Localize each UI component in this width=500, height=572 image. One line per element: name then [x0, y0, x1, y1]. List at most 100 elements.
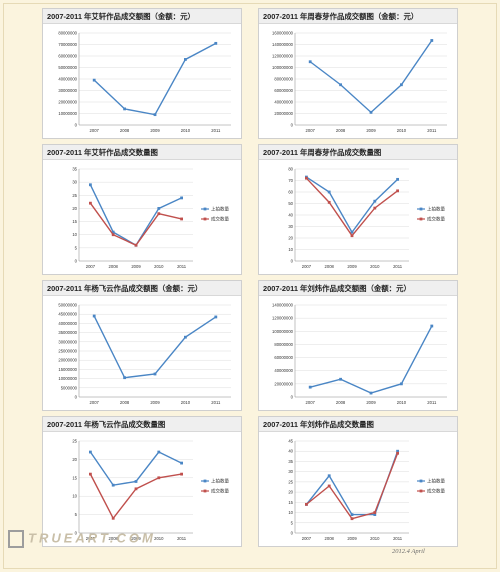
x-tick-label: 2011 [211, 400, 221, 405]
y-tick-label: 15 [72, 475, 77, 480]
series-line [305, 453, 399, 520]
y-tick-label: 140000000 [272, 303, 294, 308]
x-tick-label: 2009 [347, 536, 357, 541]
data-point [327, 190, 331, 194]
x-tick-label: 2007 [306, 400, 316, 405]
y-tick-label: 30 [288, 224, 293, 229]
y-tick-label: 0 [291, 395, 294, 400]
legend-marker [203, 489, 207, 493]
y-tick-label: 100000000 [272, 329, 294, 334]
data-point [89, 472, 92, 476]
y-tick-label: 5 [75, 245, 78, 250]
x-tick-label: 2008 [336, 400, 346, 405]
chart-title: 2007-2011 年周春芽作品成交数量图 [259, 145, 457, 160]
y-tick-label: 50000000 [58, 303, 77, 308]
y-tick-label: 20000000 [58, 100, 77, 105]
y-tick-label: 5 [291, 520, 294, 525]
y-tick-label: 25 [72, 439, 77, 444]
y-tick-label: 40000000 [58, 321, 77, 326]
data-point [157, 207, 161, 210]
y-tick-label: 10 [288, 510, 293, 515]
data-point [180, 196, 183, 200]
chart-title: 2007-2011 年艾轩作品成交数量图 [43, 145, 241, 160]
chart-title: 2007-2011 年杨飞云作品成交数量图 [43, 417, 241, 432]
y-tick-label: 80000000 [274, 77, 293, 82]
x-tick-label: 2008 [109, 264, 119, 269]
data-point [89, 183, 92, 187]
data-point [157, 450, 161, 454]
x-tick-label: 2011 [393, 264, 403, 269]
y-tick-label: 5 [75, 512, 78, 517]
site-logo[interactable]: TRUEART.COM [8, 530, 156, 548]
x-tick-label: 2008 [325, 536, 335, 541]
data-point [430, 39, 434, 42]
y-tick-label: 50 [288, 201, 293, 206]
series-line [305, 450, 399, 516]
y-tick-label: 30 [288, 469, 293, 474]
y-tick-label: 100000000 [272, 65, 294, 70]
x-tick-label: 2007 [86, 264, 96, 269]
y-tick-label: 10000000 [58, 111, 77, 116]
y-tick-label: 20 [288, 490, 293, 495]
legend-label: 上拍数量 [427, 206, 445, 213]
y-tick-label: 20 [288, 236, 293, 241]
data-point [180, 217, 183, 221]
chart-svg: 0 5 10 15 20 25 30 35 40 45 2007 2008 2009 2010 2011 上拍… [288, 439, 445, 542]
y-tick-label: 5000000 [61, 385, 78, 390]
x-tick-label: 2008 [336, 128, 346, 133]
series-line [310, 325, 433, 394]
x-tick-label: 2011 [427, 400, 437, 405]
data-point [400, 83, 403, 87]
y-tick-label: 0 [75, 531, 78, 536]
y-tick-label: 15 [288, 500, 293, 505]
x-tick-label: 2011 [393, 536, 403, 541]
chart-card-1: 2007-2011 年艾轩作品成交额图（金额：元） 0 10000000 20000… [42, 8, 242, 139]
series-line [306, 176, 399, 234]
y-tick-label: 35000000 [58, 330, 77, 335]
y-tick-label: 10000000 [58, 376, 77, 381]
chart-card-2: 2007-2011 年周春芽作品成交额图（金额：元） 0 20000000 4000… [258, 8, 458, 139]
y-tick-label: 30000000 [58, 88, 77, 93]
data-point [92, 78, 96, 82]
x-tick-label: 2011 [177, 264, 187, 269]
y-tick-label: 30 [72, 180, 77, 185]
y-tick-label: 30000000 [58, 339, 77, 344]
data-point [373, 199, 377, 203]
data-point [350, 517, 354, 521]
data-point [373, 513, 377, 516]
y-tick-label: 70 [288, 178, 293, 183]
data-point [134, 243, 138, 247]
data-point [327, 474, 331, 478]
chart-svg: 0 5 10 15 20 25 30 35 2007 2008 2009 2010 2011 上拍数量成交… [72, 167, 229, 270]
data-point [134, 480, 138, 483]
data-point [396, 451, 399, 455]
y-tick-label: 60 [288, 190, 293, 195]
y-tick-label: 60000000 [274, 88, 293, 93]
chart-card-7: 2007-2011 年杨飞云作品成交数量图 0 5 10 15 20 25 2007 2008… [42, 416, 242, 547]
x-tick-label: 2007 [302, 536, 312, 541]
series-line [309, 40, 433, 114]
x-tick-label: 2009 [366, 128, 376, 133]
data-point [184, 58, 187, 61]
data-point [214, 315, 218, 319]
x-tick-label: 2011 [211, 128, 221, 133]
data-point [111, 483, 115, 487]
data-point [350, 230, 354, 234]
x-tick-label: 2010 [370, 264, 380, 269]
x-tick-label: 2010 [154, 264, 164, 269]
legend-marker [419, 479, 423, 483]
data-point [123, 376, 126, 380]
y-tick-label: 40000000 [274, 368, 293, 373]
legend-label: 成交数量 [427, 216, 445, 223]
x-tick-label: 2010 [397, 400, 407, 405]
chart-svg: 0 10000000 20000000 30000000 40000000 5000000… [58, 31, 231, 133]
data-point [89, 450, 92, 454]
y-tick-label: 0 [75, 259, 78, 264]
data-point [111, 230, 115, 234]
x-tick-label: 2010 [181, 400, 191, 405]
x-tick-label: 2009 [150, 128, 160, 133]
chart-grid: 2007-2011 年艾轩作品成交额图（金额：元） 0 10000000 20000… [42, 8, 458, 547]
data-point [305, 502, 308, 506]
x-tick-label: 2008 [109, 536, 119, 541]
